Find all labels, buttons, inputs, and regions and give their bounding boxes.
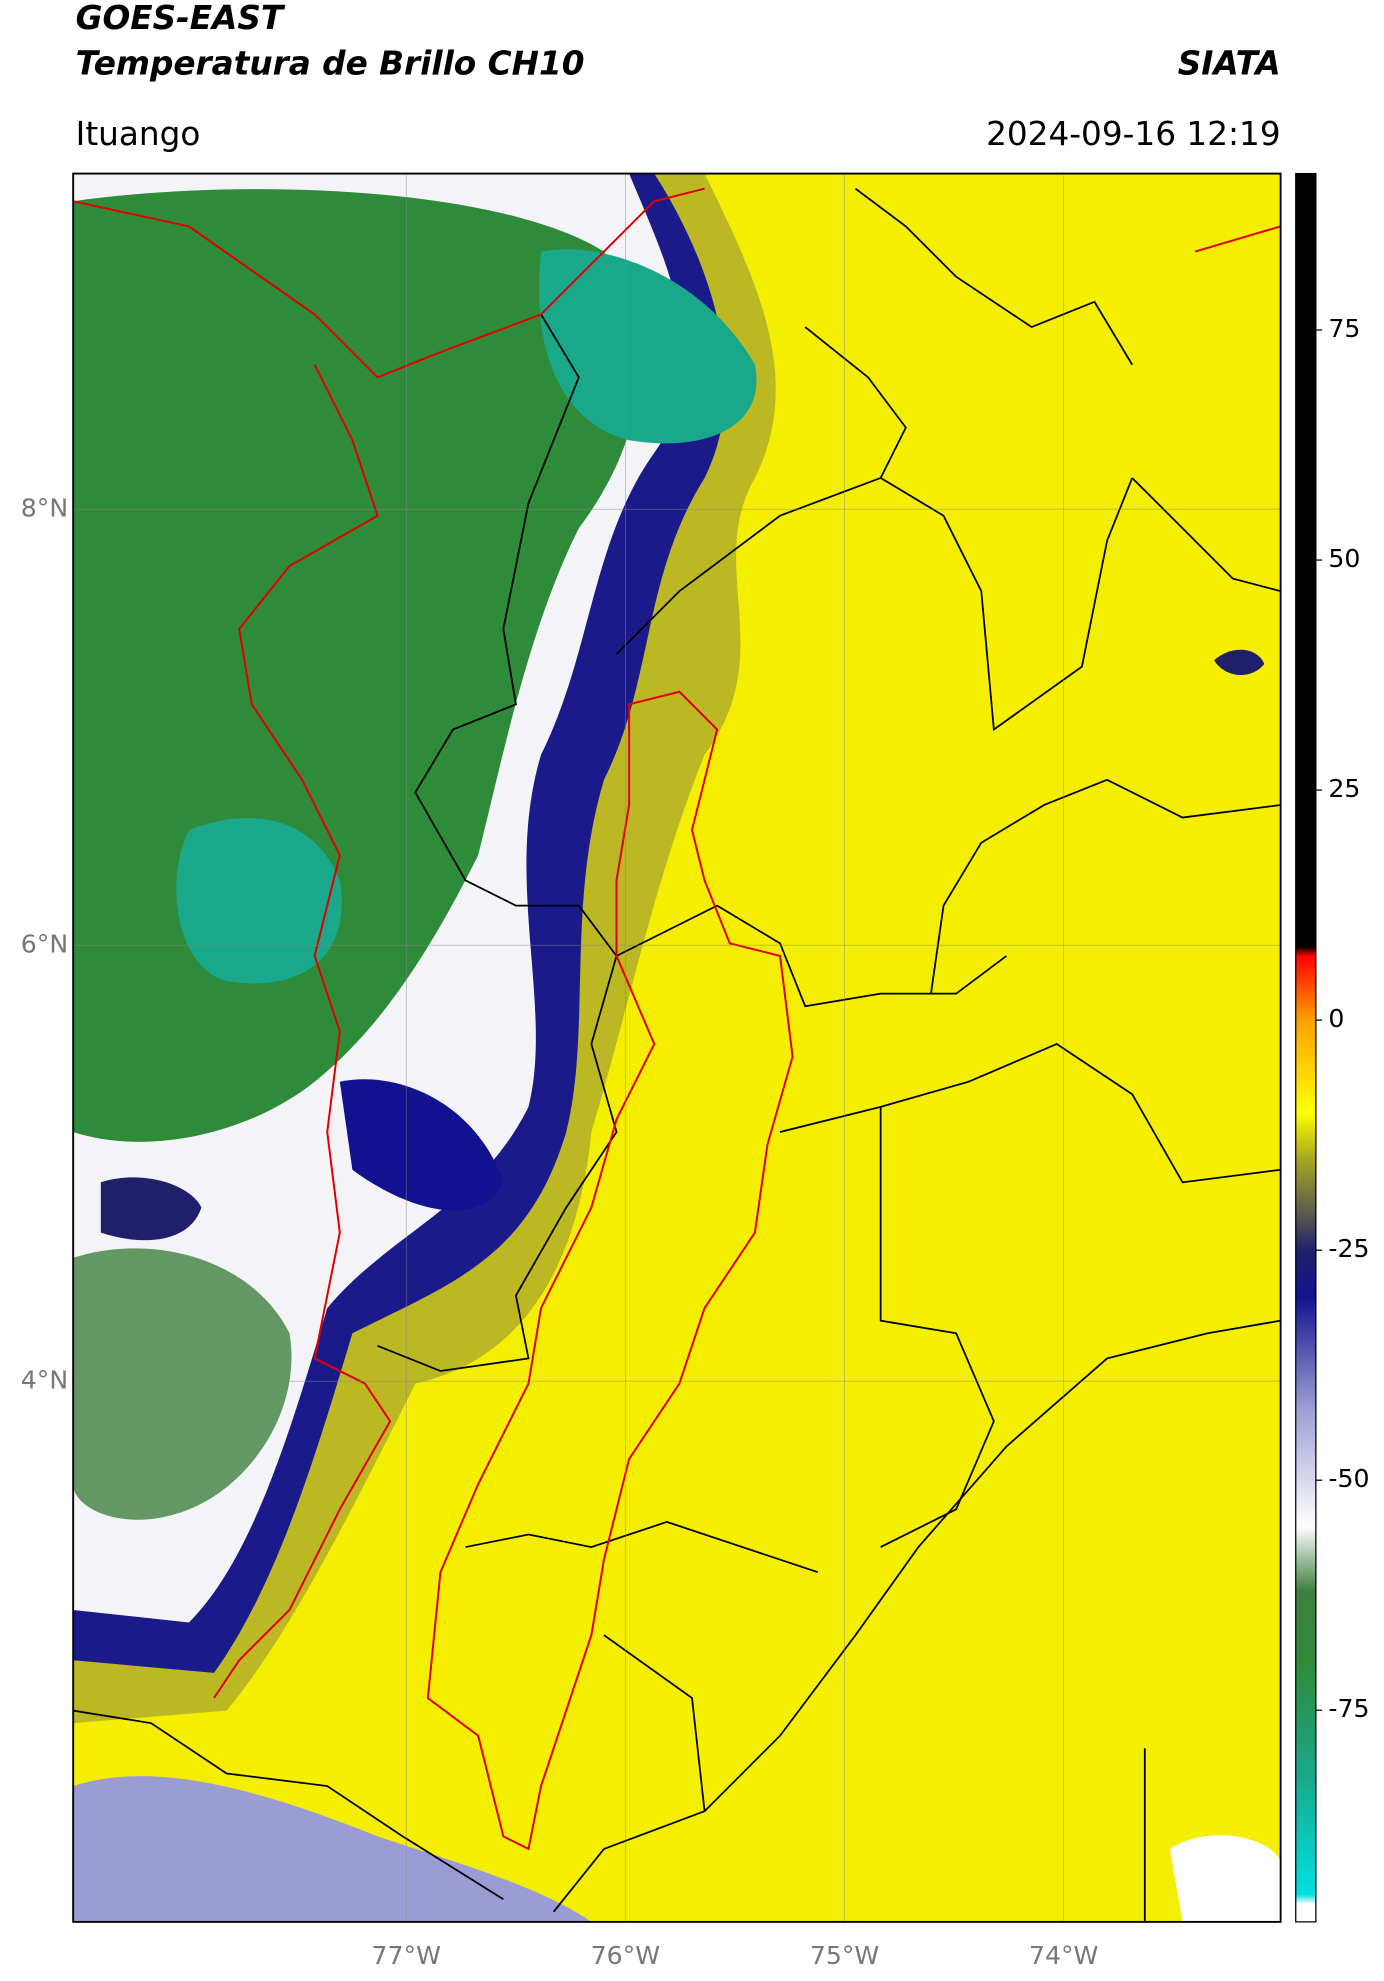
lat-tick-label: 8°N: [21, 493, 68, 522]
map-frame: [72, 172, 1282, 1923]
source: SIATA: [1178, 44, 1281, 82]
subtitle: Temperatura de Brillo CH10: [76, 44, 585, 82]
lat-tick-label: 4°N: [21, 1365, 68, 1394]
title: GOES-EAST: [76, 0, 286, 37]
colorbar-segment: [1295, 1903, 1316, 1923]
lon-tick-label: 74°W: [1029, 1941, 1099, 1970]
colorbar-tick-label: -25: [1328, 1234, 1369, 1263]
colorbar: [1295, 173, 1323, 1923]
colorbar-segment: [1295, 1774, 1316, 1895]
colorbar-segment: [1295, 1020, 1316, 1113]
colorbar-tick-label: 75: [1328, 314, 1360, 343]
lon-tick-label: 75°W: [810, 1941, 880, 1970]
colorbar-tick-label: -75: [1328, 1694, 1369, 1723]
colorbar-tick-label: 25: [1328, 774, 1360, 803]
colorbar-segment: [1295, 1406, 1316, 1527]
colorbar-tick-label: 50: [1328, 544, 1360, 573]
colorbar-tick-label: 0: [1328, 1004, 1344, 1033]
graticule: [73, 173, 1281, 1922]
colorbar-segment: [1295, 1590, 1316, 1665]
borders: [73, 187, 1281, 1922]
map-image: [73, 173, 1281, 1922]
colorbar-segment: [1295, 1250, 1316, 1297]
lon-tick-label: 77°W: [372, 1941, 442, 1970]
region-borders: [73, 187, 1281, 1851]
colorbar-segment: [1295, 1158, 1316, 1214]
lon-tick-label: 76°W: [591, 1941, 661, 1970]
colorbar-segment: [1295, 955, 1316, 1021]
colorbar-segment: [1295, 1526, 1316, 1592]
colorbar-segment: [1295, 173, 1316, 948]
colorbar-segment: [1295, 1213, 1316, 1251]
colorbar-segment: [1295, 946, 1316, 957]
colorbar-segment: [1295, 1664, 1316, 1776]
location: Ituango: [76, 115, 201, 153]
datetime: 2024-09-16 12:19: [986, 115, 1281, 153]
colorbar-tick-label: -50: [1328, 1464, 1369, 1493]
colorbar-segment: [1295, 1112, 1316, 1159]
colorbar-segment: [1295, 1894, 1316, 1905]
lat-tick-label: 6°N: [21, 929, 68, 958]
colorbar-segment: [1295, 1296, 1316, 1408]
colorbar-frame: [1295, 172, 1317, 1923]
